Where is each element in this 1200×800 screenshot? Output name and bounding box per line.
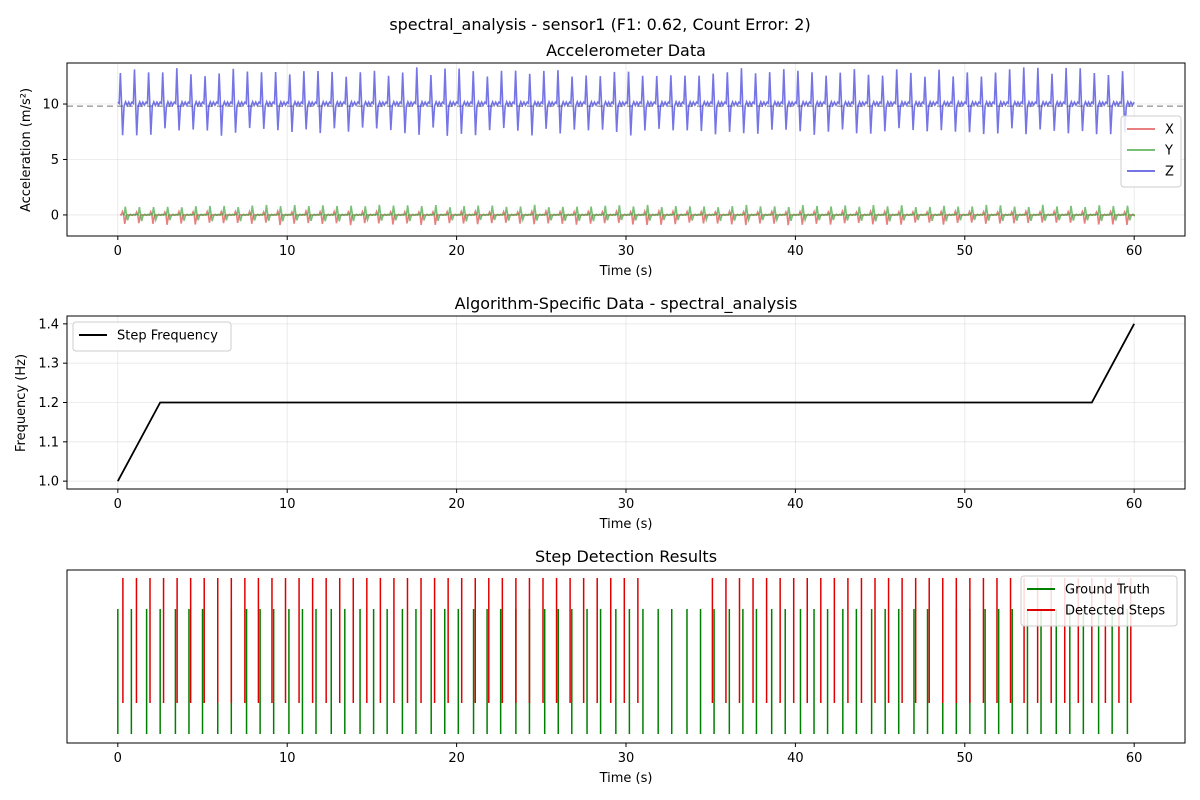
frequency-xtick-label: 20 — [448, 497, 465, 512]
figure-title: spectral_analysis - sensor1 (F1: 0.62, C… — [389, 15, 810, 35]
step-detection-title: Step Detection Results — [535, 547, 717, 566]
frequency-ytick-label: 1.4 — [38, 317, 59, 332]
step-detection-xlabel: Time (s) — [599, 771, 653, 786]
legend-z-label: Z — [1165, 165, 1174, 180]
series-y-line — [122, 204, 1135, 223]
step-detection-xtick-label: 60 — [1126, 751, 1143, 766]
series-z-line — [117, 67, 1135, 136]
step-detection-panel: Step Detection Results 0 10 20 30 40 50 60 Tim… — [66, 547, 1186, 786]
frequency-xtick-label: 30 — [618, 497, 635, 512]
frequency-legend: Step Frequency — [72, 321, 232, 352]
frequency-xtick-label: 0 — [114, 497, 122, 512]
legend-step-frequency-label: Step Frequency — [117, 329, 218, 344]
series-step-frequency-line — [117, 323, 1135, 482]
accelerometer-title: Accelerometer Data — [546, 41, 706, 60]
accelerometer-xtick-label: 0 — [114, 244, 122, 259]
frequency-xtick-label: 40 — [787, 497, 804, 512]
accelerometer-ytick-label: 5 — [51, 153, 59, 168]
accelerometer-xtick-label: 30 — [618, 244, 635, 259]
accelerometer-legend: XYZ — [1120, 115, 1182, 188]
step-detection-xtick-label: 30 — [618, 751, 635, 766]
frequency-xlabel: Time (s) — [599, 517, 653, 532]
step-detection-xtick-label: 50 — [957, 751, 974, 766]
accelerometer-ytick-label: 0 — [51, 208, 59, 223]
accelerometer-ytick-label: 10 — [42, 98, 59, 113]
step-detection-xtick-label: 40 — [787, 751, 804, 766]
frequency-ytick-label: 1.1 — [38, 435, 59, 450]
frequency-ytick-label: 1.2 — [38, 396, 59, 411]
frequency-xtick-label: 50 — [957, 497, 974, 512]
accelerometer-panel: Accelerometer Data 0 10 20 30 40 50 60 0 5 10 Ti… — [19, 41, 1186, 279]
frequency-ytick-label: 1.0 — [38, 475, 59, 490]
step-detection-xtick-label: 0 — [114, 751, 122, 766]
accelerometer-xtick-label: 60 — [1126, 244, 1143, 259]
accelerometer-xtick-label: 10 — [279, 244, 296, 259]
accelerometer-xtick-label: 50 — [957, 244, 974, 259]
legend-y-label: Y — [1164, 144, 1173, 159]
step-detection-xtick-label: 10 — [279, 751, 296, 766]
frequency-ytick-label: 1.3 — [38, 357, 59, 372]
frequency-title: Algorithm-Specific Data - spectral_analy… — [455, 294, 798, 314]
accelerometer-legend-box — [1120, 115, 1182, 188]
step-detection-xtick-label: 20 — [448, 751, 465, 766]
accelerometer-ylabel: Acceleration (m/s²) — [19, 88, 34, 212]
frequency-xtick-label: 10 — [279, 497, 296, 512]
frequency-ylabel: Frequency (Hz) — [14, 354, 29, 452]
legend-ground-truth-label: Ground Truth — [1065, 583, 1150, 598]
frequency-xtick-label: 60 — [1126, 497, 1143, 512]
frequency-panel: Algorithm-Specific Data - spectral_analy… — [14, 294, 1186, 532]
accelerometer-xlabel: Time (s) — [599, 264, 653, 279]
accelerometer-xtick-label: 40 — [787, 244, 804, 259]
step-detection-legend-box — [1020, 575, 1178, 627]
legend-detected-steps-label: Detected Steps — [1065, 604, 1165, 619]
accelerometer-xtick-label: 20 — [448, 244, 465, 259]
frequency-legend-box — [72, 321, 232, 352]
legend-x-label: X — [1165, 123, 1174, 138]
step-detection-legend: Ground Truth Detected Steps — [1020, 575, 1178, 627]
